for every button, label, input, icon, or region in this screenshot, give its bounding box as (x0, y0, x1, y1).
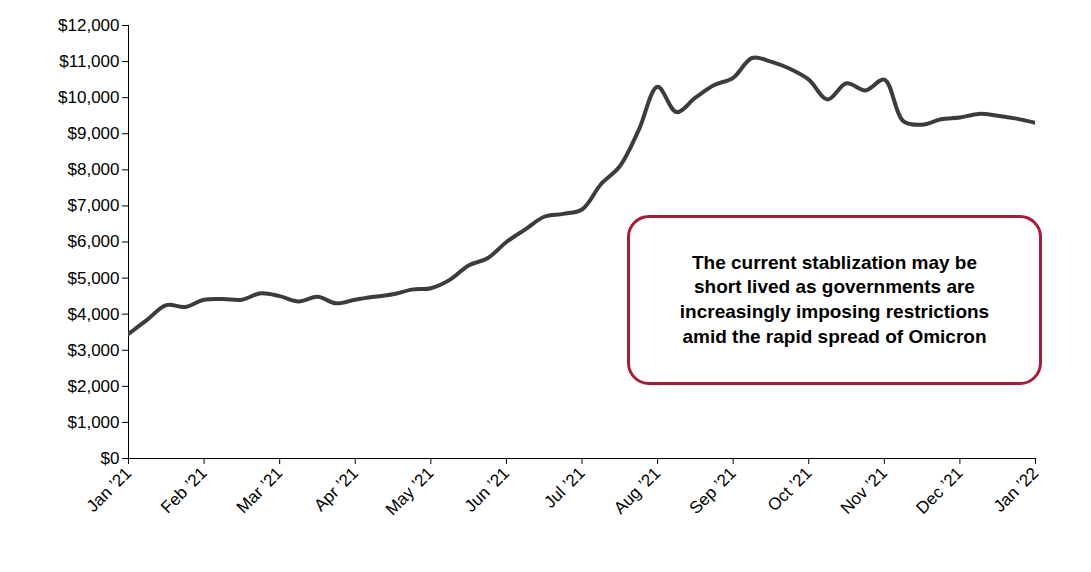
svg-text:$3,000: $3,000 (68, 341, 120, 360)
svg-text:Feb ’21: Feb ’21 (157, 464, 211, 518)
svg-text:$0: $0 (101, 449, 120, 468)
html-text:The current stablization may b: The current stablization may be short li… (679, 251, 990, 347)
svg-text:Nov ’21: Nov ’21 (837, 464, 891, 518)
svg-text:Sep ’21: Sep ’21 (686, 464, 740, 518)
svg-text:May ’21: May ’21 (382, 464, 438, 520)
svg-text:Jan ’21: Jan ’21 (83, 464, 135, 516)
svg-text:$1,000: $1,000 (68, 413, 120, 432)
svg-text:Dec ’21: Dec ’21 (912, 464, 966, 518)
svg-text:$11,000: $11,000 (59, 52, 119, 71)
svg-text:$2,000: $2,000 (68, 377, 120, 396)
svg-text:Aug ’21: Aug ’21 (610, 464, 664, 518)
svg-text:$8,000: $8,000 (68, 160, 120, 179)
svg-text:Jul ’21: Jul ’21 (540, 464, 588, 512)
svg-text:$6,000: $6,000 (68, 232, 120, 251)
svg-text:$4,000: $4,000 (68, 305, 120, 324)
svg-text:$9,000: $9,000 (68, 124, 120, 143)
svg-text:$7,000: $7,000 (68, 196, 120, 215)
svg-text:Jun ’21: Jun ’21 (461, 464, 513, 516)
svg-text:Mar ’21: Mar ’21 (233, 464, 287, 518)
svg-text:Apr ’21: Apr ’21 (310, 464, 362, 516)
svg-text:$10,000: $10,000 (58, 88, 119, 107)
svg-text:Jan ’22: Jan ’22 (990, 464, 1042, 516)
svg-text:$12,000: $12,000 (58, 16, 119, 35)
svg-text:Oct ’21: Oct ’21 (764, 464, 816, 516)
svg-text:$5,000: $5,000 (68, 269, 120, 288)
